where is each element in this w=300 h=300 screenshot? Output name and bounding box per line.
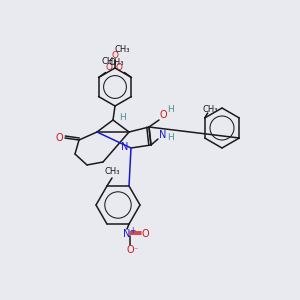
Text: CH₃: CH₃ [114, 46, 130, 55]
Text: O: O [116, 63, 123, 72]
Text: O: O [159, 110, 167, 120]
Text: CH₃: CH₃ [109, 58, 124, 67]
Text: ⁻: ⁻ [134, 246, 138, 255]
Text: CH₃: CH₃ [102, 57, 117, 66]
Text: H: H [120, 112, 126, 122]
Text: N: N [121, 142, 129, 152]
Text: CH₃: CH₃ [104, 167, 120, 176]
Text: O: O [126, 245, 134, 255]
Text: +: + [129, 226, 135, 235]
Text: CH₃: CH₃ [203, 106, 218, 115]
Text: H: H [168, 134, 174, 142]
Text: H: H [167, 106, 173, 115]
Text: O: O [105, 63, 112, 72]
Text: N: N [159, 130, 167, 140]
Text: N: N [123, 229, 131, 239]
Text: O: O [55, 133, 63, 143]
Text: O: O [141, 229, 149, 239]
Text: O: O [112, 52, 118, 61]
